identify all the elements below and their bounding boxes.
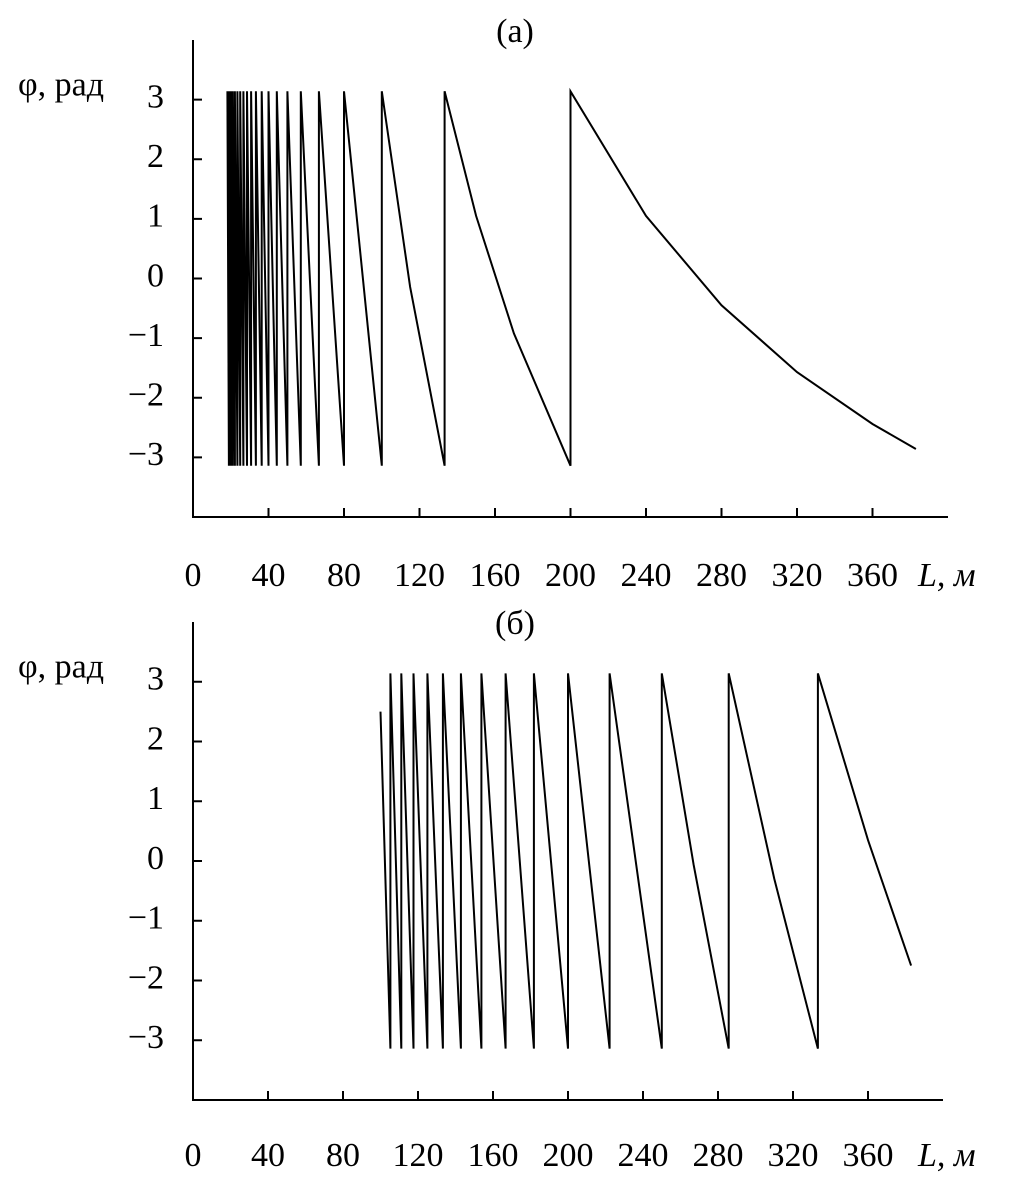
x-tick-label: 80 [327, 557, 361, 594]
y-tick-label: −1 [128, 317, 164, 354]
panel-title: (а) [496, 13, 534, 50]
y-tick-label: 0 [147, 840, 164, 877]
x-axis-label: L, м [917, 557, 976, 594]
y-tick-label: 2 [147, 720, 164, 757]
curve [226, 87, 917, 467]
y-tick-label: −3 [128, 1019, 164, 1056]
x-tick-label: 320 [768, 1137, 819, 1174]
y-tick-label: 1 [147, 780, 164, 817]
y-tick-label: 3 [147, 661, 164, 698]
x-tick-label: 120 [394, 557, 445, 594]
x-tick-label: 160 [468, 1137, 519, 1174]
x-tick-label: 240 [618, 1137, 669, 1174]
y-tick-label: 1 [147, 198, 164, 235]
x-tick-label: 280 [696, 557, 747, 594]
x-tick-label: 360 [843, 1137, 894, 1174]
x-tick-label: 280 [693, 1137, 744, 1174]
x-tick-label: 80 [326, 1137, 360, 1174]
x-tick-label: 160 [470, 557, 521, 594]
y-axis-label: φ, рад [18, 649, 104, 686]
x-axis-label: L, м [917, 1137, 976, 1174]
x-tick-label: 240 [621, 557, 672, 594]
y-tick-label: 0 [147, 257, 164, 294]
x-tick-label: 200 [545, 557, 596, 594]
x-tick-label: 40 [251, 1137, 285, 1174]
y-tick-label: −2 [128, 959, 164, 996]
x-tick-label: 40 [252, 557, 286, 594]
y-axis-label: φ, рад [18, 66, 104, 103]
x-tick-label: 200 [543, 1137, 594, 1174]
y-tick-label: −1 [128, 900, 164, 937]
curve [379, 673, 913, 1049]
y-tick-label: −3 [128, 436, 164, 473]
panel-title: (б) [495, 605, 535, 642]
x-tick-label: 120 [393, 1137, 444, 1174]
x-tick-label: 0 [185, 557, 202, 594]
y-tick-label: 3 [147, 78, 164, 115]
x-tick-label: 0 [185, 1137, 202, 1174]
x-tick-label: 360 [847, 557, 898, 594]
x-tick-label: 320 [772, 557, 823, 594]
y-tick-label: 2 [147, 138, 164, 175]
y-tick-label: −2 [128, 377, 164, 414]
